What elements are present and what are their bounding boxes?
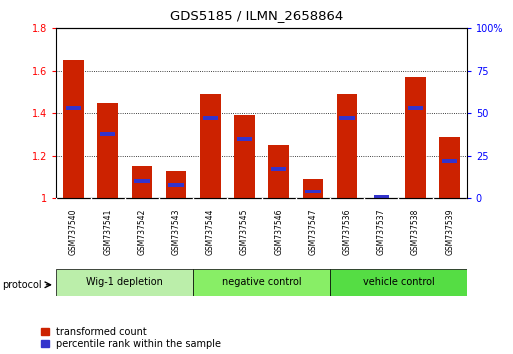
Text: GSM737546: GSM737546 [274, 209, 283, 256]
Text: Wig-1 depletion: Wig-1 depletion [86, 277, 163, 287]
Bar [100, 132, 115, 136]
Bar [271, 167, 286, 171]
Bar [408, 106, 423, 110]
Text: GSM737537: GSM737537 [377, 209, 386, 256]
Bar [237, 137, 252, 141]
Bar [166, 171, 186, 198]
Bar [305, 189, 321, 193]
Bar [440, 137, 460, 198]
Text: GSM737539: GSM737539 [445, 209, 454, 256]
Text: GDS5185 / ILMN_2658864: GDS5185 / ILMN_2658864 [170, 9, 343, 22]
Text: GSM737545: GSM737545 [240, 209, 249, 256]
Bar [168, 183, 184, 187]
Text: GSM737536: GSM737536 [343, 209, 351, 256]
Bar [56, 269, 193, 296]
Text: GSM737544: GSM737544 [206, 209, 215, 256]
Text: GSM737538: GSM737538 [411, 209, 420, 256]
Legend: transformed count, percentile rank within the sample: transformed count, percentile rank withi… [41, 327, 221, 349]
Text: GSM737540: GSM737540 [69, 209, 78, 256]
Text: vehicle control: vehicle control [363, 277, 435, 287]
Bar [134, 179, 150, 183]
Text: protocol: protocol [3, 280, 42, 290]
Bar [337, 94, 358, 198]
Bar [63, 60, 84, 198]
Bar [193, 269, 330, 296]
Text: GSM737543: GSM737543 [172, 209, 181, 256]
Text: negative control: negative control [222, 277, 302, 287]
Text: GSM737542: GSM737542 [137, 209, 146, 256]
Bar [66, 106, 81, 110]
Bar [268, 145, 289, 198]
Bar [442, 159, 458, 163]
Bar [330, 269, 467, 296]
Text: GSM737541: GSM737541 [103, 209, 112, 256]
Bar [234, 115, 255, 198]
Bar [200, 94, 221, 198]
Bar [405, 77, 426, 198]
Bar [203, 116, 218, 120]
Bar [303, 179, 323, 198]
Bar [340, 116, 355, 120]
Bar [97, 103, 118, 198]
Bar [132, 166, 152, 198]
Text: GSM737547: GSM737547 [308, 209, 318, 256]
Bar [373, 195, 389, 199]
